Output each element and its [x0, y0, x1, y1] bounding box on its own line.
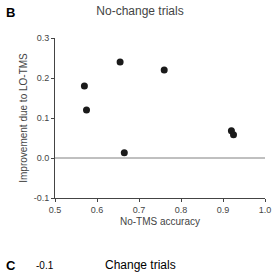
svg-text:0.5: 0.5	[49, 205, 62, 215]
svg-text:0.6: 0.6	[91, 205, 104, 215]
svg-text:C: C	[6, 258, 16, 273]
svg-text:No-TMS accuracy: No-TMS accuracy	[120, 216, 200, 227]
svg-text:Change trials: Change trials	[105, 258, 176, 272]
svg-text:-0.1: -0.1	[34, 193, 50, 203]
svg-text:0.8: 0.8	[175, 205, 188, 215]
svg-text:1.0: 1.0	[259, 205, 272, 215]
svg-text:0.3: 0.3	[37, 33, 50, 43]
svg-text:Improvement due to LO-TMS: Improvement due to LO-TMS	[18, 53, 29, 183]
svg-text:No-change trials: No-change trials	[96, 4, 183, 18]
svg-text:B: B	[6, 5, 15, 20]
svg-text:0.1: 0.1	[37, 113, 50, 123]
svg-text:0.7: 0.7	[133, 205, 146, 215]
svg-text:-0.1: -0.1	[36, 260, 54, 271]
svg-text:0.2: 0.2	[37, 73, 50, 83]
svg-text:0.0: 0.0	[37, 153, 50, 163]
svg-text:0.9: 0.9	[217, 205, 230, 215]
